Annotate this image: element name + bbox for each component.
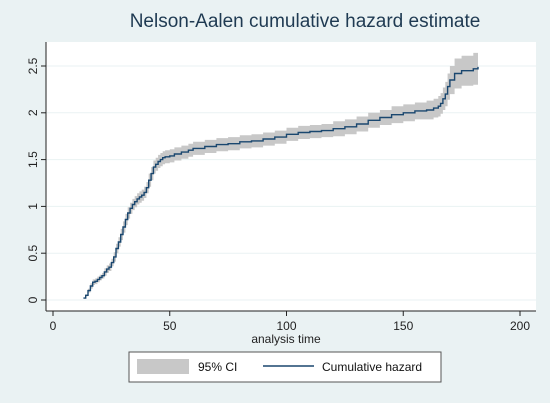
legend-label-hazard: Cumulative hazard <box>322 360 422 374</box>
chart-title: Nelson-Aalen cumulative hazard estimate <box>130 11 481 32</box>
x-ticks: 0 50 100 150 200 <box>50 311 530 333</box>
y-tick-label: 1 <box>26 203 40 210</box>
y-tick-label: 2.5 <box>26 57 40 74</box>
legend-label-ci: 95% CI <box>198 360 237 374</box>
x-tick-label: 200 <box>510 319 530 333</box>
x-tick-label: 150 <box>393 319 413 333</box>
legend: 95% CI Cumulative hazard <box>128 351 442 383</box>
x-axis-label: analysis time <box>251 332 321 346</box>
x-tick-label: 0 <box>50 319 57 333</box>
legend-swatch-ci <box>137 359 189 374</box>
y-tick-label: 1.5 <box>26 151 40 168</box>
cumulative-hazard-line <box>83 66 479 299</box>
y-tick-label: 0.5 <box>26 245 40 262</box>
y-ticks: 0 0.5 1 1.5 2 2.5 <box>26 57 46 303</box>
x-tick-label: 100 <box>276 319 296 333</box>
y-tick-label: 0 <box>26 296 40 303</box>
x-tick-label: 50 <box>163 319 177 333</box>
y-tick-label: 2 <box>26 109 40 116</box>
